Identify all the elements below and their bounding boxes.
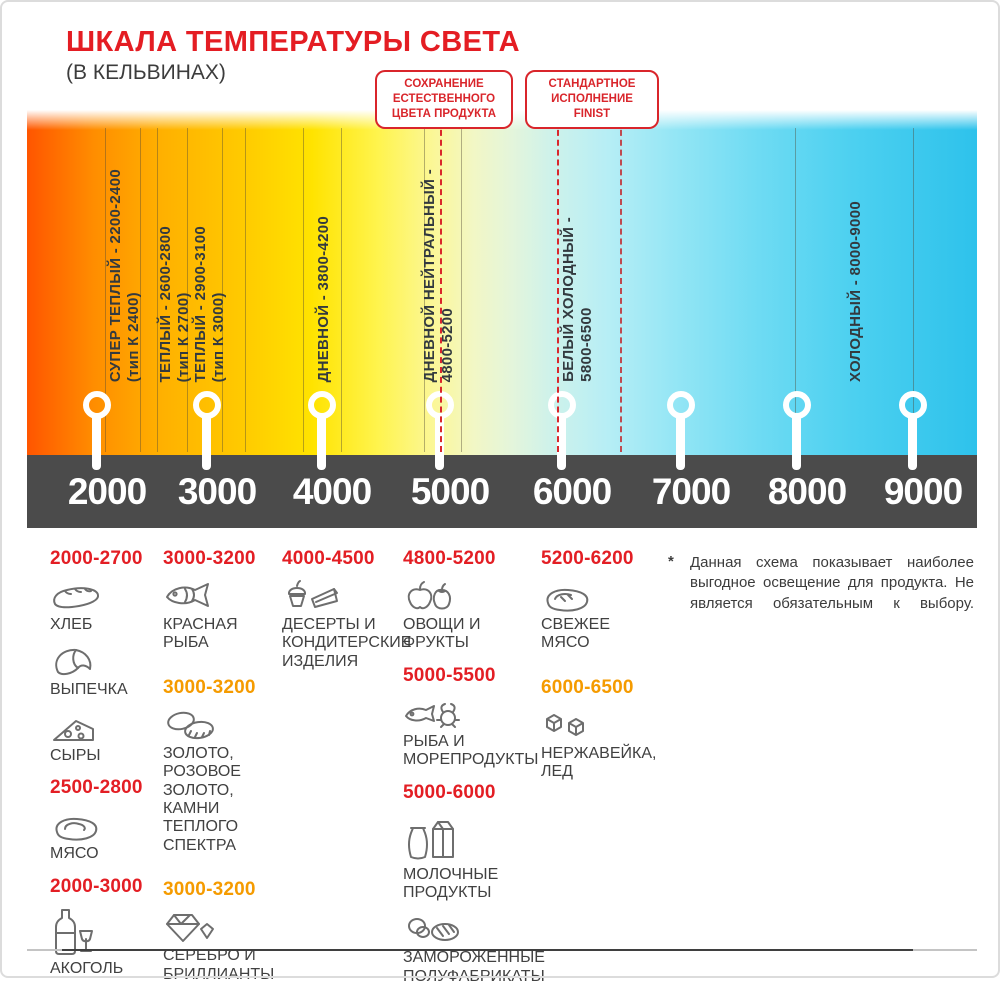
zone-divider-line <box>461 128 462 452</box>
vegetables-icon <box>403 575 588 613</box>
tick-6000: 6000 <box>532 471 612 512</box>
range-label: 3000-3200 <box>163 676 256 698</box>
scale-pin-stem <box>92 414 101 470</box>
product-label: ДЕСЕРТЫ И КОНДИТЕРСКИЕ ИЗДЕЛИЯ <box>282 616 412 670</box>
scale-pin-stem <box>792 414 801 470</box>
product-label: МЯСО <box>50 845 99 863</box>
product-label: ОВОЩИ И ФРУКТЫ <box>403 616 481 652</box>
desserts-icon <box>282 575 408 613</box>
product-label: КРАСНАЯ РЫБА <box>163 616 238 652</box>
zone-label-cold: ХОЛОДНЫЙ - 8000-9000 <box>847 201 864 382</box>
product-label: МОЛОЧНЫЕ ПРОДУКТЫ <box>403 865 499 901</box>
product-label: ХЛЕБ <box>50 616 93 633</box>
cheese-icon <box>50 706 160 744</box>
footnote-asterisk: * <box>668 553 674 570</box>
zone-divider-line <box>341 128 342 452</box>
scale-pin-stem <box>908 414 917 470</box>
range-label: 2500-2800 <box>50 777 143 799</box>
zone-divider-line <box>424 128 425 452</box>
zone-label-day-neutral: ДНЕВНОЙ НЕЙТРАЛЬНЫЙ - 4800-5200 <box>421 168 456 382</box>
scale-pin-stem <box>317 414 326 470</box>
bread-icon <box>50 575 160 613</box>
tick-8000: 8000 <box>767 471 847 512</box>
product-label: РЫБА И МОРЕПРОДУКТЫ <box>403 732 539 769</box>
zone-divider-line <box>913 128 914 452</box>
category-column-5: 5200-6200 СВЕЖЕЕ МЯСО 6000-6500 НЕРЖАВЕЙ… <box>541 548 666 792</box>
tick-3000: 3000 <box>177 471 257 512</box>
zone-label-warm-2700: ТЕПЛЫЙ - 2600-2800 (тип К 2700) <box>157 225 192 382</box>
natural-color-marker-line <box>440 120 442 452</box>
footnote-text: Данная схема показывает наиболее выгодно… <box>690 554 974 612</box>
zone-label-white-cold: БЕЛЫЙ ХОЛОДНЫЙ - 5800-6500 <box>560 217 595 382</box>
zone-divider-line <box>245 128 246 452</box>
zone-label-warm-3000: ТЕПЛЫЙ - 2900-3100 (тип К 3000) <box>192 225 227 382</box>
range-label: 6000-6500 <box>541 676 634 698</box>
product-label: СЫРЫ <box>50 746 101 764</box>
range-label: 5000-6000 <box>403 781 496 803</box>
meat-icon <box>50 804 160 842</box>
range-label: 3000-3200 <box>163 879 256 901</box>
bottom-divider-line <box>913 949 977 951</box>
range-label: 5200-6200 <box>541 548 634 569</box>
zone-divider-line <box>222 128 223 452</box>
product-label: ЗАМОРОЖЕННЫЕ ПОЛУФАБРИКАТЫ <box>403 949 545 985</box>
diamonds-icon <box>163 906 295 944</box>
bottom-divider-line <box>27 949 62 951</box>
range-label: 2000-3000 <box>50 875 143 897</box>
fresh-meat-icon <box>541 575 666 613</box>
finist-marker-line-left <box>557 120 559 452</box>
zone-divider-line <box>795 128 796 452</box>
zone-divider-line <box>140 128 141 452</box>
alcohol-icon <box>50 903 160 957</box>
callout-finist-standard: СТАНДАРТНОЕ ИСПОЛНЕНИЕ FINIST <box>525 70 659 129</box>
range-label: 3000-3200 <box>163 548 256 569</box>
tick-7000: 7000 <box>651 471 731 512</box>
croissant-icon <box>50 640 160 678</box>
tick-2000: 2000 <box>67 471 147 512</box>
frozen-food-icon <box>403 908 588 946</box>
zone-label-daylight: ДНЕВНОЙ - 3800-4200 <box>315 215 332 382</box>
product-label: СВЕЖЕЕ МЯСО <box>541 616 611 652</box>
kelvin-gradient-bar <box>27 110 977 455</box>
zone-divider-line <box>187 128 188 452</box>
range-label: 4000-4500 <box>282 548 375 569</box>
product-label: СЕРЕБРО И БРИЛЛИАНТЫ <box>163 947 275 983</box>
bottom-divider-line <box>62 949 913 951</box>
finist-marker-line-right <box>620 120 622 452</box>
fish-icon <box>163 575 295 613</box>
range-label: 2000-2700 <box>50 548 143 569</box>
product-label: НЕРЖАВЕЙКА, ЛЕД <box>541 744 657 781</box>
kelvin-axis-bar <box>27 455 977 528</box>
scale-pin-stem <box>202 414 211 470</box>
zone-divider-line <box>157 128 158 452</box>
dairy-icon <box>403 809 588 863</box>
zone-divider-line <box>105 128 106 452</box>
product-label: ЗОЛОТО, РОЗОВОЕ ЗОЛОТО, КАМНИ ТЕПЛОГО СП… <box>163 744 241 854</box>
tick-9000: 9000 <box>883 471 963 512</box>
scale-pin-stem <box>435 414 444 470</box>
scale-pin-stem <box>557 414 566 470</box>
scale-pin-stem <box>676 414 685 470</box>
zone-label-super-warm: СУПЕР ТЕПЛЫЙ - 2200-2400 (тип К 2400) <box>107 168 142 382</box>
callout-natural-color: СОХРАНЕНИЕ ЕСТЕСТВЕННОГО ЦВЕТА ПРОДУКТА <box>375 70 513 129</box>
seafood-icon <box>403 692 588 730</box>
range-label: 5000-5500 <box>403 664 496 686</box>
zone-divider-line <box>303 128 304 452</box>
product-label: ВЫПЕЧКА <box>50 681 128 699</box>
rings-icon <box>163 704 295 742</box>
page-title: ШКАЛА ТЕМПЕРАТУРЫ СВЕТА <box>66 26 520 58</box>
ice-cubes-icon <box>541 704 666 742</box>
tick-4000: 4000 <box>292 471 372 512</box>
category-column-2: 3000-3200 КРАСНАЯ РЫБА 3000-3200 ЗОЛОТО,… <box>163 548 295 994</box>
page-subtitle: (В КЕЛЬВИНАХ) <box>66 61 226 84</box>
tick-5000: 5000 <box>410 471 490 512</box>
footnote: * Данная схема показывает наиболее выгод… <box>668 553 974 614</box>
product-label: АКОГОЛЬ <box>50 959 124 977</box>
range-label: 4800-5200 <box>403 548 496 569</box>
category-column-1: 2000-2700 ХЛЕБ ВЫПЕЧКА СЫРЫ 2500-2800 М <box>50 548 160 988</box>
category-column-3: 4000-4500 ДЕСЕРТЫ И КОНДИТЕРСКИЕ ИЗДЕЛИЯ <box>282 548 412 681</box>
